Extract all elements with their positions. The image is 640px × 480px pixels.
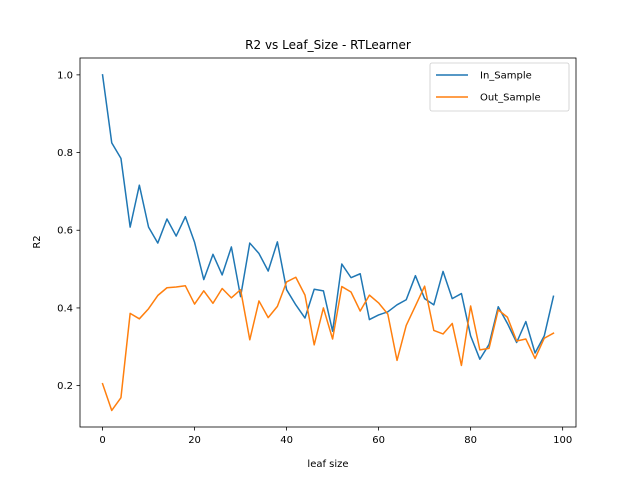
x-tick-label: 40 — [280, 435, 293, 446]
y-tick-label: 1.0 — [57, 70, 73, 81]
y-tick-label: 0.8 — [57, 148, 73, 159]
x-tick-label: 80 — [464, 435, 477, 446]
series-layer — [101, 74, 555, 412]
plot-area-background — [80, 58, 576, 427]
legend-label: In_Sample — [480, 71, 532, 82]
x-tick-label: 60 — [372, 435, 385, 446]
y-tick-label: 0.2 — [57, 381, 73, 392]
x-tick-label: 20 — [188, 435, 201, 446]
y-tick-label: 0.6 — [57, 226, 73, 237]
series-line-in-sample — [101, 74, 555, 360]
series-line-out-sample — [101, 276, 555, 412]
y-axis-label: R2 — [32, 235, 43, 248]
legend: In_Sample Out_Sample — [429, 62, 570, 112]
y-tick-label: 0.4 — [57, 303, 73, 314]
x-tick-label: 0 — [99, 435, 105, 446]
plot-frame — [79, 57, 577, 428]
legend-label: Out_Sample — [480, 93, 541, 104]
chart-title: R2 vs Leaf_Size - RTLearner — [245, 38, 411, 52]
ticks-layer: 0 20 40 60 80 100 0.2 0.4 0.6 0.8 1.0 — [57, 70, 572, 446]
x-tick-label: 100 — [553, 435, 572, 446]
x-axis-label: leaf size — [307, 459, 348, 470]
